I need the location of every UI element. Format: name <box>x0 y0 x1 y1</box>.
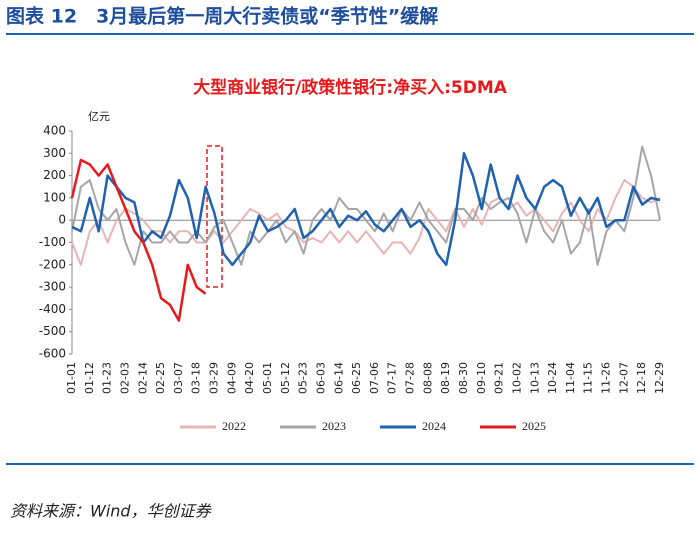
y-tick-label: -500 <box>39 324 66 338</box>
highlight-box <box>206 145 223 288</box>
chart-title: 大型商业银行/政策性银行:净买入:5DMA <box>193 77 508 98</box>
x-tick-label: 12-29 <box>653 362 666 394</box>
x-tick-label: 04-09 <box>225 362 238 394</box>
x-tick-label: 03-29 <box>208 362 221 394</box>
x-tick-label: 02-14 <box>136 362 149 394</box>
y-tick-label: -400 <box>39 302 66 316</box>
y-tick-label: -200 <box>39 257 66 271</box>
y-tick-label: 400 <box>43 124 66 138</box>
x-tick-label: 11-15 <box>582 362 595 394</box>
x-tick-label: 09-21 <box>493 362 506 394</box>
series-line <box>71 145 661 266</box>
x-tick-label: 01-01 <box>65 362 78 394</box>
x-tick-label: 12-18 <box>635 362 648 394</box>
x-tick-label: 07-17 <box>386 362 399 394</box>
y-tick-label: 100 <box>43 190 66 204</box>
x-tick-label: 03-18 <box>190 362 203 394</box>
x-tick-label: 07-28 <box>404 362 417 394</box>
legend-label: 2025 <box>522 419 546 433</box>
x-tick-label: 07-06 <box>368 362 381 394</box>
series-line <box>71 152 661 267</box>
x-tick-label: 06-14 <box>332 362 345 394</box>
x-tick-label: 06-03 <box>314 362 327 394</box>
y-tick-label: 200 <box>43 168 66 182</box>
x-tick-label: 06-25 <box>350 362 363 394</box>
x-tick-label: 05-12 <box>279 362 292 394</box>
x-tick-label: 02-25 <box>154 362 167 394</box>
x-tick-label: 10-13 <box>528 362 541 394</box>
y-axis-label: 亿元 <box>88 110 110 123</box>
series-line <box>71 179 661 266</box>
x-tick-label: 01-12 <box>83 362 96 394</box>
x-tick-label: 01-23 <box>101 362 114 394</box>
x-tick-label: 10-24 <box>546 362 559 394</box>
x-tick-label: 08-19 <box>439 362 452 394</box>
y-tick-label: 300 <box>43 146 66 160</box>
x-tick-label: 05-23 <box>297 362 310 394</box>
x-tick-label: 11-26 <box>600 362 613 394</box>
x-tick-label: 11-04 <box>564 362 577 394</box>
x-tick-label: 04-20 <box>243 362 256 394</box>
series-line <box>70 158 207 322</box>
x-tick-label: 03-07 <box>172 362 185 394</box>
x-tick-label: 08-08 <box>421 362 434 394</box>
y-tick-label: 0 <box>58 213 66 227</box>
legend-label: 2024 <box>422 419 446 433</box>
x-tick-label: 09-10 <box>475 362 488 394</box>
x-tick-label: 12-07 <box>617 362 630 394</box>
y-tick-label: -100 <box>39 235 66 249</box>
x-tick-label: 02-03 <box>118 362 131 394</box>
y-tick-label: -300 <box>39 280 66 294</box>
source-note: 资料来源：Wind，华创证券 <box>10 502 213 521</box>
figure-title: 图表 12 3月最后第一周大行卖债或“季节性”缓解 <box>6 5 438 28</box>
y-tick-label: -600 <box>39 347 66 361</box>
x-tick-label: 08-30 <box>457 362 470 394</box>
legend-label: 2023 <box>322 419 346 433</box>
x-tick-label: 05-01 <box>261 362 274 394</box>
x-tick-label: 10-02 <box>510 362 523 394</box>
legend-label: 2022 <box>222 419 246 433</box>
